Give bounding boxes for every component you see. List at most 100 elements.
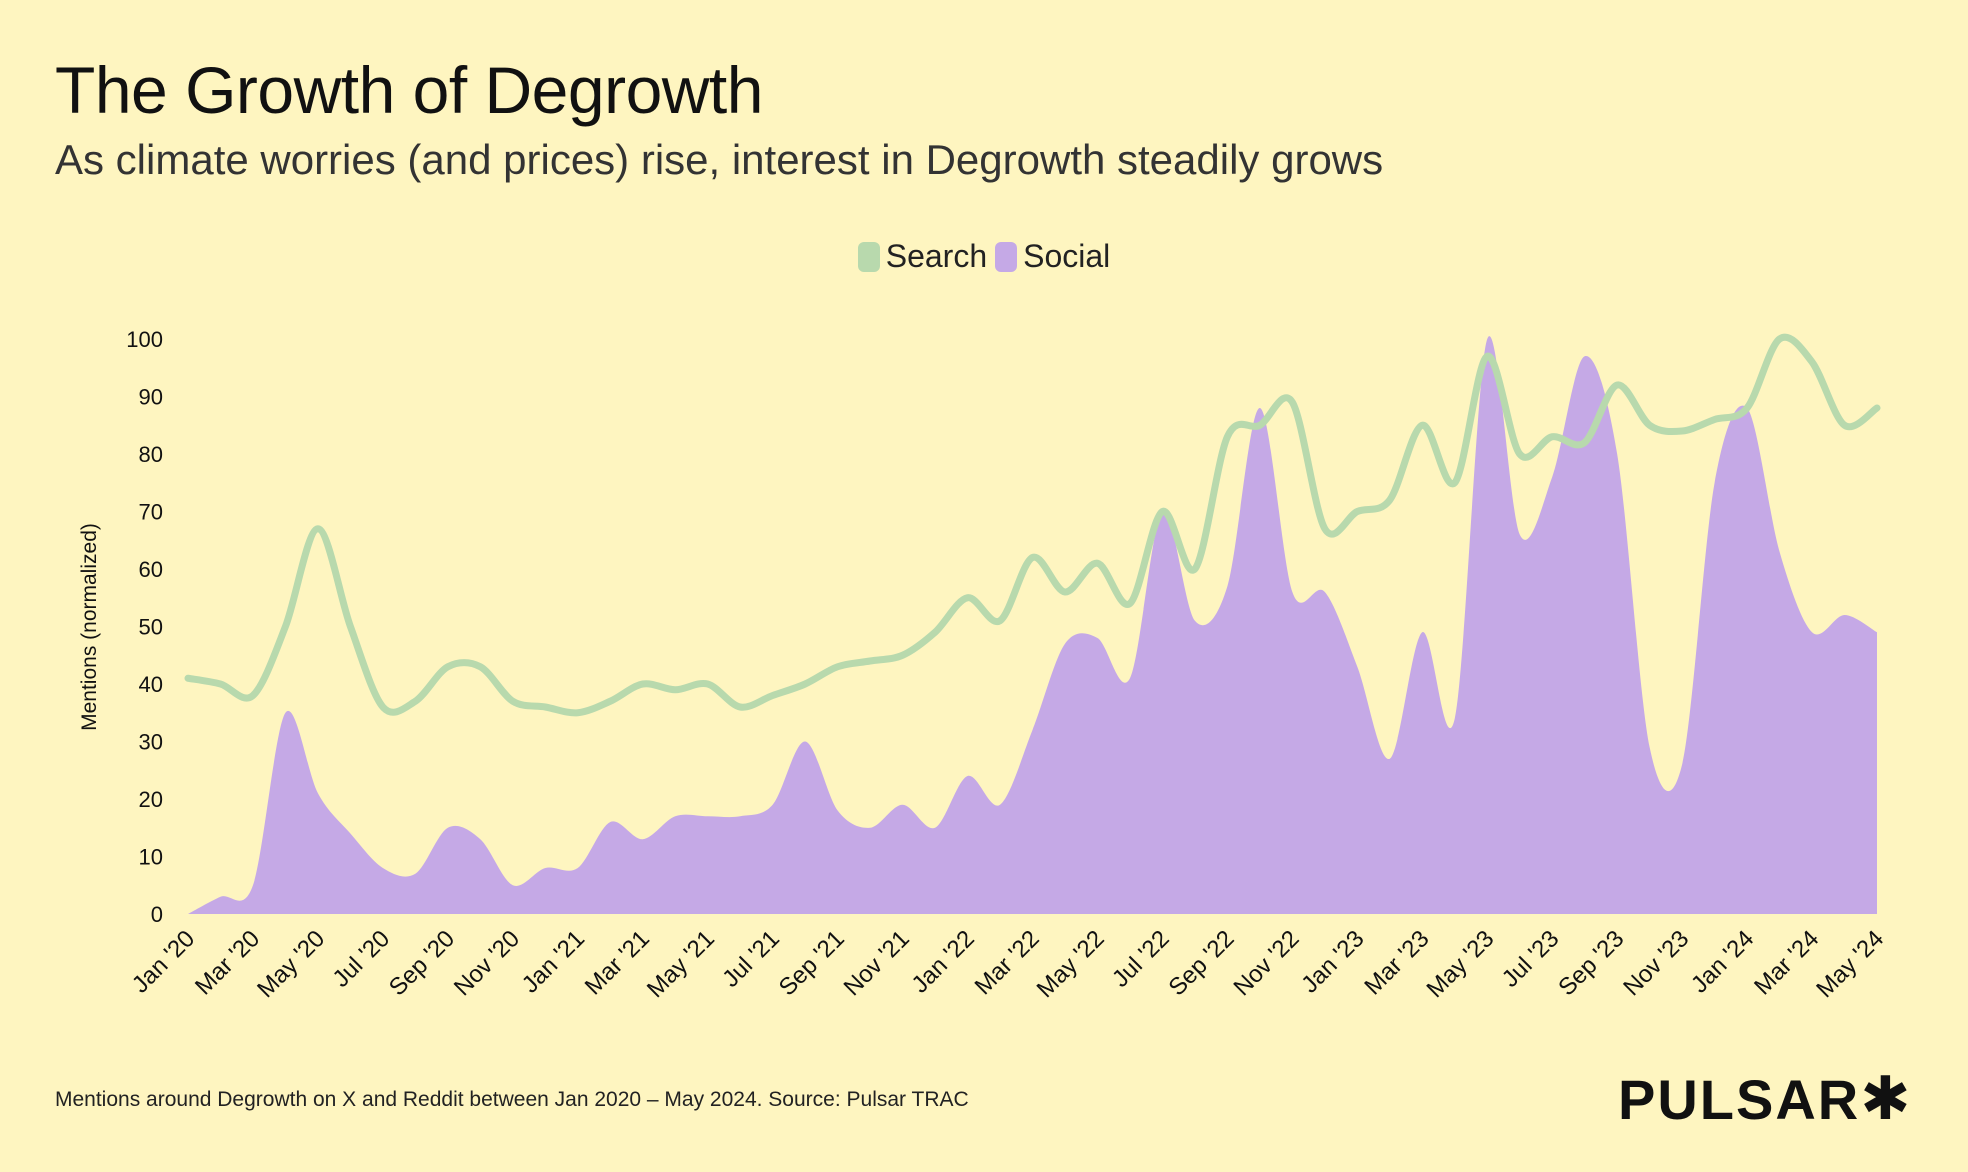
- point-social-2022-07: [1159, 509, 1165, 515]
- point-social-2020-01: [185, 911, 191, 917]
- point-search-2021-02: [607, 698, 613, 704]
- point-social-2024-02: [1777, 549, 1783, 555]
- point-social-2023-01: [1354, 664, 1360, 670]
- point-search-2022-10: [1257, 422, 1263, 428]
- chart-title: The Growth of Degrowth: [55, 53, 763, 127]
- point-search-2020-07: [380, 704, 386, 710]
- point-search-2023-06: [1517, 451, 1523, 457]
- point-social-2021-06: [737, 813, 743, 819]
- point-social-2020-10: [477, 836, 483, 842]
- point-social-2023-08: [1582, 353, 1588, 359]
- y-tick-label: 50: [139, 615, 163, 640]
- point-search-2020-11: [510, 698, 516, 704]
- point-social-2021-05: [705, 813, 711, 819]
- series-social-area: [188, 336, 1877, 914]
- point-search-2024-05: [1874, 405, 1880, 411]
- x-tick-label: Mar '21: [580, 925, 655, 1000]
- point-search-2020-09: [445, 664, 451, 670]
- point-search-2020-01: [185, 675, 191, 681]
- point-social-2022-12: [1322, 589, 1328, 595]
- point-social-2021-09: [835, 808, 841, 814]
- point-social-2023-03: [1419, 629, 1425, 635]
- point-social-2022-06: [1127, 675, 1133, 681]
- legend-item-social[interactable]: Social: [995, 238, 1110, 275]
- point-social-2021-03: [640, 836, 646, 842]
- point-search-2020-06: [347, 624, 353, 630]
- point-search-2023-10: [1647, 422, 1653, 428]
- point-social-2020-06: [347, 831, 353, 837]
- point-search-2022-03: [1030, 555, 1036, 561]
- point-social-2022-02: [997, 802, 1003, 808]
- point-search-2022-05: [1094, 560, 1100, 566]
- legend-swatch-social: [995, 241, 1018, 272]
- point-social-2021-12: [932, 825, 938, 831]
- x-tick-label: May '22: [1032, 925, 1110, 1003]
- point-social-2021-04: [672, 813, 678, 819]
- point-social-2023-12: [1712, 480, 1718, 486]
- x-tick-label: Jan '20: [127, 925, 200, 998]
- x-tick-label: Sep '23: [1553, 925, 1629, 1001]
- point-social-2022-10: [1257, 405, 1263, 411]
- point-social-2021-11: [900, 802, 906, 808]
- x-tick-label: Sep '22: [1164, 925, 1240, 1001]
- point-search-2021-10: [867, 658, 873, 664]
- point-social-2023-07: [1549, 474, 1555, 480]
- point-social-2024-05: [1874, 629, 1880, 635]
- point-search-2021-11: [900, 652, 906, 658]
- point-search-2023-07: [1549, 434, 1555, 440]
- point-search-2022-12: [1322, 526, 1328, 532]
- x-tick-label: Sep '20: [384, 925, 460, 1001]
- point-social-2022-01: [965, 773, 971, 779]
- point-social-2020-07: [380, 865, 386, 871]
- y-tick-label: 60: [139, 557, 163, 582]
- x-tick-label: Sep '21: [774, 925, 850, 1001]
- point-search-2021-12: [932, 629, 938, 635]
- y-tick-label: 30: [139, 730, 163, 755]
- chart-subtitle: As climate worries (and prices) rise, in…: [55, 136, 1384, 183]
- x-tick-label: Jan '23: [1296, 925, 1369, 998]
- x-tick-label: Jan '22: [906, 925, 979, 998]
- point-search-2021-04: [672, 687, 678, 693]
- point-search-2021-06: [737, 704, 743, 710]
- point-search-2021-08: [802, 681, 808, 687]
- x-tick-label: Jan '21: [517, 925, 590, 998]
- x-tick-label: May '20: [252, 925, 330, 1003]
- point-search-2021-07: [770, 693, 776, 699]
- y-tick-label: 0: [151, 902, 163, 927]
- point-social-2022-11: [1289, 589, 1295, 595]
- point-search-2023-08: [1582, 440, 1588, 446]
- legend-swatch-search: [857, 241, 880, 272]
- point-social-2020-12: [542, 865, 548, 871]
- point-search-2024-03: [1809, 359, 1815, 365]
- legend-item-search[interactable]: Search: [857, 238, 987, 275]
- point-social-2020-05: [315, 790, 321, 796]
- point-search-2021-05: [705, 681, 711, 687]
- point-search-2020-04: [282, 624, 288, 630]
- x-tick-label: Mar '22: [970, 925, 1045, 1000]
- legend: Search Social: [0, 238, 1968, 275]
- point-search-2023-04: [1452, 480, 1458, 486]
- x-tick-label: Nov '20: [449, 925, 525, 1001]
- point-social-2023-04: [1452, 716, 1458, 722]
- point-social-2020-04: [282, 710, 288, 716]
- point-social-2020-09: [445, 825, 451, 831]
- legend-label-social: Social: [1023, 238, 1111, 274]
- point-search-2020-08: [412, 698, 418, 704]
- y-tick-label: 10: [139, 845, 163, 870]
- point-social-2020-08: [412, 871, 418, 877]
- point-social-2023-06: [1517, 532, 1523, 538]
- y-tick-label: 100: [126, 327, 163, 352]
- point-social-2023-11: [1679, 762, 1685, 768]
- point-social-2020-11: [510, 882, 516, 888]
- point-search-2020-12: [542, 704, 548, 710]
- series-search-line: [184, 333, 1881, 717]
- point-search-2022-08: [1192, 566, 1198, 572]
- point-search-2022-06: [1127, 601, 1133, 607]
- point-social-2022-08: [1192, 618, 1198, 624]
- point-search-2022-09: [1224, 434, 1230, 440]
- x-tick-label: Mar '24: [1749, 925, 1824, 1000]
- x-tick-label: Nov '21: [839, 925, 915, 1001]
- point-social-2022-03: [1030, 727, 1036, 733]
- point-search-2021-09: [835, 664, 841, 670]
